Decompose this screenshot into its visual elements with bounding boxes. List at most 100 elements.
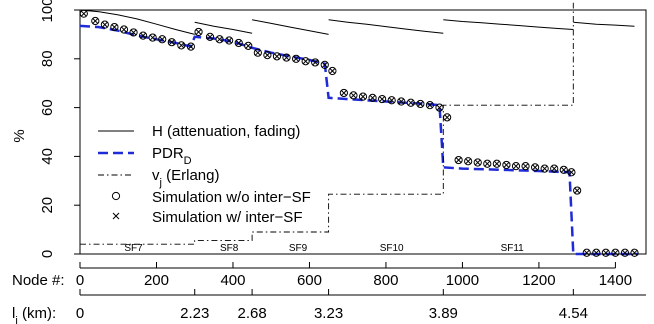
sim-marker-circle xyxy=(301,57,310,66)
sim-marker-cross xyxy=(417,100,424,107)
sim-marker-circle xyxy=(368,93,377,102)
sim-marker-cross xyxy=(551,165,558,172)
sim-marker-circle xyxy=(454,155,463,165)
plot-frame xyxy=(79,9,647,255)
sim-marker-circle xyxy=(582,248,591,257)
x-axis-distance: 0 2.23 2.68 3.23 3.89 4.54 xyxy=(76,289,646,322)
sim-marker-cross xyxy=(207,33,213,40)
node-tick-label: 0 xyxy=(76,272,84,289)
sim-marker-cross xyxy=(398,98,405,105)
sim-marker-circle xyxy=(119,25,129,34)
sim-marker-cross xyxy=(388,97,395,104)
sim-marker-cross xyxy=(612,249,619,256)
sim-marker-cross xyxy=(111,24,118,31)
sim-marker-cross xyxy=(321,61,328,68)
x-axis-nodes: 0 200 400 600 800 1000 1200 1400 xyxy=(76,262,632,289)
sim-marker-cross xyxy=(245,42,252,49)
distance-axis-label: lj (km): xyxy=(12,305,56,324)
sim-marker-cross xyxy=(283,54,290,61)
h-attenuation-line-segment xyxy=(194,21,253,34)
sim-marker-cross xyxy=(340,90,347,96)
h-attenuation-line-segment xyxy=(443,19,574,30)
legend-entry-text: PDRD xyxy=(152,145,192,167)
y-axis-label: % xyxy=(11,129,28,142)
sim-marker-circle xyxy=(234,38,243,48)
sim-marker-circle xyxy=(530,163,540,172)
sim-marker-cross xyxy=(602,249,609,256)
sim-marker-cross xyxy=(149,34,156,41)
sim-marker-circle xyxy=(511,162,521,171)
sim-marker-cross xyxy=(130,29,137,36)
sim-marker-cross xyxy=(560,166,567,173)
sim-marker-circle xyxy=(573,186,582,195)
sim-marker-cross xyxy=(216,36,223,43)
sim-marker-circle xyxy=(167,38,176,47)
sim-marker-circle xyxy=(225,36,234,45)
plot-border xyxy=(79,9,647,255)
sf-label-sf10: SF10 xyxy=(380,243,404,254)
sim-marker-circle xyxy=(91,16,100,26)
sim-marker-circle xyxy=(378,94,387,104)
distance-tick-label: 0 xyxy=(76,305,84,322)
sim-marker-cross xyxy=(593,249,600,256)
sim-marker-cross xyxy=(92,18,99,24)
sim-marker-circle xyxy=(630,248,639,257)
sim-marker-circle xyxy=(443,113,452,122)
sim-marker-circle xyxy=(473,158,482,167)
series-layer xyxy=(79,2,639,256)
sim-marker-circle xyxy=(215,35,224,44)
sim-marker-circle xyxy=(611,248,620,257)
sim-marker-circle xyxy=(148,33,157,42)
distance-tick-label: 4.54 xyxy=(559,305,588,322)
sim-marker-cross xyxy=(379,96,386,103)
sim-marker-circle xyxy=(291,54,301,63)
sim-marker-circle xyxy=(592,248,601,257)
node-tick-label: 200 xyxy=(144,272,169,289)
sf-label-sf9: SF9 xyxy=(289,243,308,254)
sim-marker-circle xyxy=(425,101,435,110)
sim-marker-cross xyxy=(541,165,548,172)
legend-marker-circle xyxy=(111,191,121,201)
sim-marker-circle xyxy=(158,35,167,44)
sim-marker-circle xyxy=(435,103,444,112)
legend-entry-text: Simulation w/o inter−SF xyxy=(152,189,311,206)
y-tick-label: 20 xyxy=(39,197,56,214)
sim-marker-circle xyxy=(272,52,282,61)
sim-marker-cross xyxy=(465,158,472,165)
node-tick-label: 1200 xyxy=(522,272,555,289)
distance-tick-label: 2.23 xyxy=(180,305,209,322)
sim-marker-circle xyxy=(492,159,501,168)
sim-marker-circle xyxy=(567,168,576,177)
erlang-line xyxy=(80,2,574,245)
sim-marker-cross xyxy=(159,36,166,43)
h-attenuation-line-segment xyxy=(328,19,444,34)
sim-marker-circle xyxy=(483,159,492,168)
sim-marker-cross xyxy=(493,160,500,167)
sim-marker-circle xyxy=(244,41,253,50)
h-attenuation-line-segment xyxy=(573,21,635,27)
sim-marker-cross xyxy=(574,187,581,194)
node-tick-label: 1000 xyxy=(446,272,479,289)
sim-marker-circle xyxy=(601,248,610,257)
sim-marker-cross xyxy=(121,26,127,33)
y-tick-label: 80 xyxy=(39,50,56,67)
node-tick-label: 800 xyxy=(373,272,398,289)
sf-label-sf11: SF11 xyxy=(501,243,525,254)
legend-entry-text: Simulation w/ inter−SF xyxy=(152,209,302,226)
sim-marker-cross xyxy=(254,49,261,56)
sim-marker-circle xyxy=(100,20,109,29)
sim-marker-circle xyxy=(253,48,262,57)
sim-marker-circle xyxy=(177,41,186,50)
sim-marker-cross xyxy=(195,29,202,35)
node-tick-label: 1400 xyxy=(599,272,632,289)
sim-marker-cross xyxy=(187,43,194,50)
pdr-line xyxy=(79,24,639,256)
sim-marker-cross xyxy=(484,160,491,167)
sim-marker-circle xyxy=(349,91,358,100)
sim-marker-circle xyxy=(464,157,473,166)
sim-marker-cross xyxy=(407,99,414,106)
sim-marker-cross xyxy=(350,92,357,99)
node-tick-label: 600 xyxy=(297,272,322,289)
distance-tick-label: 2.68 xyxy=(237,305,266,322)
sim-marker-cross xyxy=(312,59,319,66)
